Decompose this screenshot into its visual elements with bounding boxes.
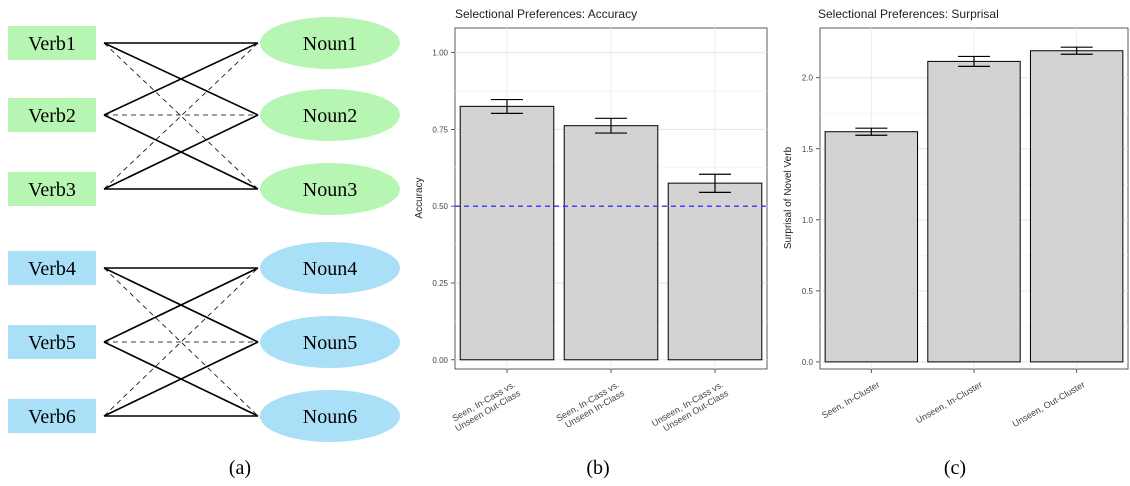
- noun-node-3: [260, 163, 400, 215]
- noun-label-1: Noun1: [303, 33, 357, 55]
- surprisal-x-tick-label-3: Unseen, Out-Cluster: [1011, 379, 1087, 429]
- panel-b-caption: (b): [586, 457, 609, 479]
- surprisal-x-tick-label-2: Unseen, In-Cluster: [914, 379, 984, 425]
- surprisal-bar-3: [1029, 50, 1124, 363]
- accuracy-bar-1: [459, 105, 555, 361]
- accuracy-x-ticks: Seen, In-Cass vs.Unseen Out-Class Seen, I…: [450, 369, 731, 433]
- noun-node-6: [260, 390, 400, 442]
- surprisal-y-tick-label: 1.0: [802, 216, 814, 225]
- verb-label-6: Verb6: [28, 406, 76, 428]
- surprisal-chart-title: Selectional Preferences: Surprisal: [818, 7, 999, 21]
- surprisal-x-tick-label-line: Unseen, Out-Cluster: [1011, 379, 1087, 429]
- surprisal-x-tick-label-1: Seen, In-Cluster: [820, 379, 881, 420]
- verb-node-2: [8, 98, 96, 132]
- surprisal-chart: 0.0 0.5 1.0 1.5 2.0 Seen, In-Cluster Unseen, …: [783, 7, 1129, 429]
- verb-label-2: Verb2: [28, 105, 76, 127]
- noun-node-1: [260, 17, 400, 69]
- verb-noun-diagram: Verb1 Verb2 Verb3 Verb4 Verb5 Verb6 Noun1 Noun2…: [8, 17, 400, 442]
- noun-label-2: Noun2: [303, 105, 357, 127]
- accuracy-x-tick-label-2: Seen, In-Cass vs.Unseen In-Class: [554, 379, 626, 430]
- verb-node-1: [8, 26, 96, 60]
- surprisal-x-ticks: Seen, In-Cluster Unseen, In-Cluster Unseen…: [820, 369, 1087, 429]
- panel-c-caption: (c): [944, 457, 966, 479]
- verb-label-4: Verb4: [28, 258, 76, 280]
- diagram-nodes: Verb1 Verb2 Verb3 Verb4 Verb5 Verb6 Noun1 Noun2…: [8, 17, 400, 442]
- noun-node-5: [260, 316, 400, 368]
- accuracy-bar-2: [563, 125, 659, 361]
- edge-solid: [103, 341, 259, 417]
- accuracy-x-tick-label-3: Unseen, In-Cass vs.Unseen Out-Class: [650, 379, 731, 433]
- accuracy-y-tick-label: 0.25: [432, 279, 448, 288]
- edge-solid: [103, 42, 259, 116]
- verb-label-3: Verb3: [28, 179, 76, 201]
- noun-label-4: Noun4: [303, 258, 357, 280]
- verb-node-3: [8, 172, 96, 206]
- surprisal-y-tick-label: 0.0: [802, 358, 814, 367]
- noun-label-6: Noun6: [303, 406, 357, 428]
- verb-node-5: [8, 325, 96, 359]
- surprisal-y-axis-label: Surprisal of Novel Verb: [783, 146, 794, 249]
- noun-node-2: [260, 89, 400, 141]
- edge-solid: [103, 267, 259, 343]
- surprisal-x-tick-label-line: Unseen, In-Cluster: [914, 379, 984, 425]
- surprisal-bars: [824, 46, 1124, 363]
- accuracy-chart-title: Selectional Preferences: Accuracy: [455, 7, 637, 21]
- accuracy-y-tick-label: 0.00: [432, 356, 448, 365]
- surprisal-y-tick-label: 0.5: [802, 287, 814, 296]
- accuracy-bar-3: [667, 182, 763, 361]
- accuracy-y-ticks: 0.00 0.25 0.50 0.75 1.00: [432, 49, 455, 365]
- edge-solid: [103, 114, 259, 190]
- accuracy-y-tick-label: 1.00: [432, 49, 448, 58]
- panel-a-caption: (a): [229, 457, 251, 479]
- noun-label-5: Noun5: [303, 332, 357, 354]
- diagram-edges: [103, 42, 259, 417]
- verb-label-1: Verb1: [28, 33, 76, 55]
- accuracy-y-tick-label: 0.75: [432, 125, 448, 134]
- surprisal-bar-1: [824, 131, 919, 363]
- verb-node-6: [8, 399, 96, 433]
- surprisal-y-ticks: 0.0 0.5 1.0 1.5 2.0: [802, 74, 820, 367]
- verb-node-4: [8, 251, 96, 285]
- verb-label-5: Verb5: [28, 332, 76, 354]
- noun-node-4: [260, 242, 400, 294]
- surprisal-y-tick-label: 1.5: [802, 145, 814, 154]
- accuracy-x-tick-label-1: Seen, In-Cass vs.Unseen Out-Class: [450, 379, 522, 433]
- accuracy-bars: [455, 98, 767, 361]
- accuracy-y-axis-label: Accuracy: [414, 177, 425, 218]
- accuracy-y-tick-label: 0.50: [432, 202, 448, 211]
- accuracy-chart: 0.00 0.25 0.50 0.75 1.00 Seen, In-Cass vs.Un…: [414, 7, 768, 433]
- surprisal-y-tick-label: 2.0: [802, 74, 814, 83]
- noun-label-3: Noun3: [303, 179, 357, 201]
- surprisal-x-tick-label-line: Seen, In-Cluster: [820, 379, 881, 420]
- surprisal-bar-2: [927, 60, 1021, 363]
